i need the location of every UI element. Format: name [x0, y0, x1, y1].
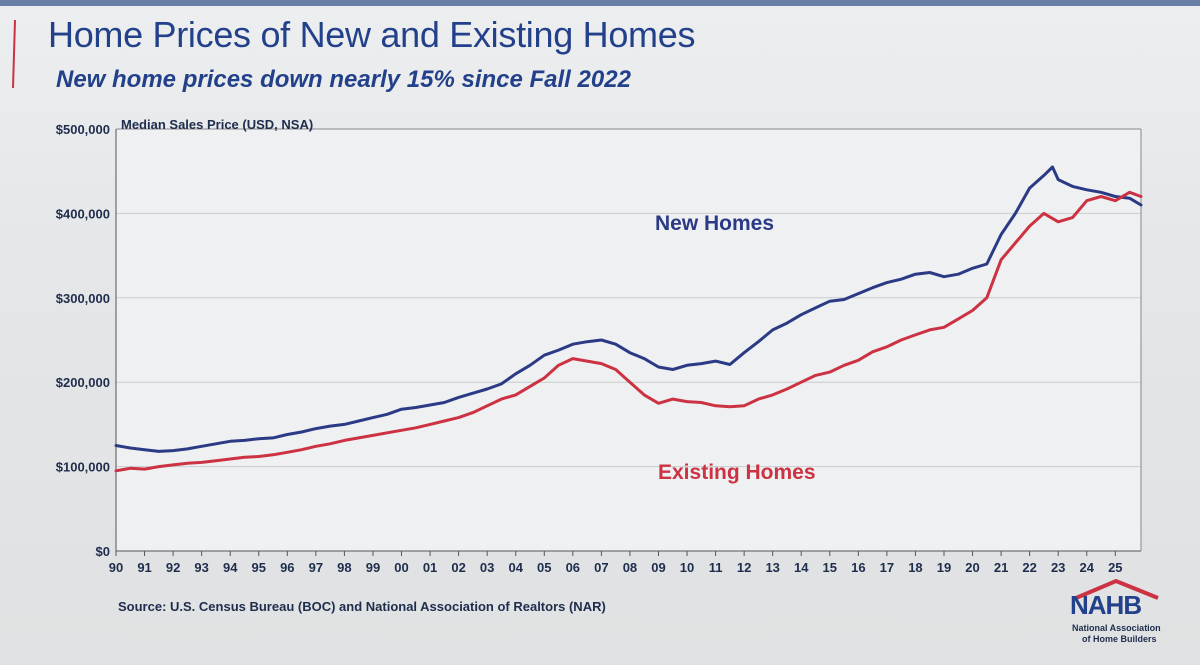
x-tick-label: 05 [537, 560, 551, 575]
y-tick-label: $500,000 [56, 122, 110, 137]
x-tick-label: 92 [166, 560, 180, 575]
x-tick-label: 12 [737, 560, 751, 575]
plot-area [116, 129, 1141, 551]
x-tick-label: 93 [194, 560, 208, 575]
y-tick-label: $200,000 [56, 375, 110, 390]
y-tick-label: $0 [96, 544, 110, 559]
series-line-existing-homes [114, 190, 1143, 473]
x-tick-label: 25 [1108, 560, 1122, 575]
source-note: Source: U.S. Census Bureau (BOC) and Nat… [118, 599, 606, 614]
title-accent-mark [12, 19, 16, 89]
x-tick-label: 01 [423, 560, 437, 575]
x-tick-label: 06 [566, 560, 580, 575]
x-axis-ticks: 90 91 92 93 94 95 96 97 98 99 00 01 02 03 04 05 06 07 08 09… [109, 551, 1123, 575]
series-lines [114, 165, 1143, 473]
series-label-new-homes: New Homes [655, 212, 774, 235]
slide-subtitle: New home prices down nearly 15% since Fa… [56, 66, 631, 93]
x-tick-label: 10 [680, 560, 694, 575]
y-tick-label: $400,000 [56, 206, 110, 221]
x-tick-label: 22 [1022, 560, 1036, 575]
x-tick-label: 20 [965, 560, 979, 575]
x-tick-label: 23 [1051, 560, 1065, 575]
x-tick-label: 03 [480, 560, 494, 575]
slide-top-bar [0, 0, 1200, 6]
x-tick-label: 90 [109, 560, 123, 575]
x-tick-label: 00 [394, 560, 408, 575]
x-tick-label: 21 [994, 560, 1008, 575]
logo-subtitle-line1: National Association [1072, 623, 1161, 633]
x-tick-label: 97 [309, 560, 323, 575]
x-tick-label: 02 [451, 560, 465, 575]
x-tick-label: 14 [794, 560, 809, 575]
nahb-logo: NAHB National Association of Home Builde… [1060, 578, 1170, 658]
x-tick-label: 07 [594, 560, 608, 575]
y-tick-label: $300,000 [56, 291, 110, 306]
series-label-existing-homes: Existing Homes [658, 461, 816, 484]
price-chart: $0 $100,000 $200,000 $300,000 $400,000 $500,0… [56, 117, 1143, 575]
x-tick-label: 16 [851, 560, 865, 575]
x-tick-label: 98 [337, 560, 351, 575]
x-tick-label: 17 [880, 560, 894, 575]
x-tick-label: 15 [823, 560, 837, 575]
y-tick-label: $100,000 [56, 460, 110, 475]
x-tick-label: 91 [137, 560, 151, 575]
x-tick-label: 19 [937, 560, 951, 575]
x-tick-label: 13 [765, 560, 779, 575]
series-line-new-homes [114, 165, 1143, 453]
slide-title: Home Prices of New and Existing Homes [48, 14, 696, 55]
x-tick-label: 18 [908, 560, 922, 575]
x-tick-label: 08 [623, 560, 637, 575]
x-tick-label: 24 [1080, 560, 1095, 575]
x-tick-label: 09 [651, 560, 665, 575]
x-tick-label: 94 [223, 560, 238, 575]
x-tick-label: 96 [280, 560, 294, 575]
y-axis-title: Median Sales Price (USD, NSA) [121, 117, 313, 132]
x-tick-label: 95 [252, 560, 266, 575]
y-axis-ticks: $0 $100,000 $200,000 $300,000 $400,000 $500,0… [56, 122, 110, 559]
logo-wordmark: NAHB [1070, 590, 1142, 620]
logo-subtitle-line2: of Home Builders [1082, 634, 1157, 644]
x-tick-label: 11 [709, 560, 723, 575]
roof-icon [1075, 578, 1159, 600]
x-tick-label: 04 [508, 560, 523, 575]
x-tick-label: 99 [366, 560, 380, 575]
